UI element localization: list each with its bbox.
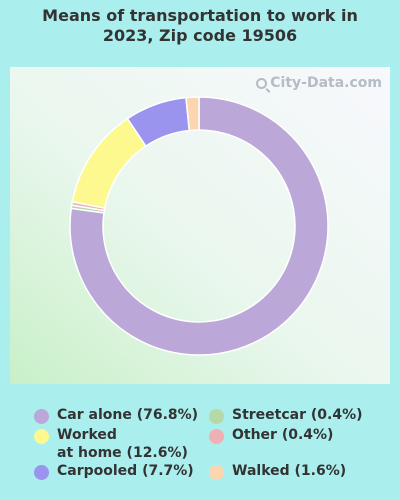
- chart-title-text: Means of transportation to work in 2023,…: [42, 6, 358, 45]
- legend-item-streetcar: Streetcar (0.4%): [209, 406, 363, 424]
- watermark-text: City-Data.com: [270, 75, 382, 91]
- slice-walked: [185, 96, 200, 132]
- legend-swatch: [34, 465, 49, 480]
- legend-label: Worked at home (12.6%): [57, 427, 188, 461]
- legend-swatch: [34, 429, 49, 444]
- legend-swatch: [34, 409, 49, 424]
- legend-item-worked-at-home: Worked at home (12.6%): [34, 426, 188, 462]
- legend-swatch: [209, 409, 224, 424]
- watermark: City-Data.com: [256, 75, 382, 91]
- legend-item-walked: Walked (1.6%): [209, 462, 346, 480]
- legend-item-car-alone: Car alone (76.8%): [34, 406, 198, 424]
- legend-item-carpooled: Carpooled (7.7%): [34, 462, 194, 480]
- legend-swatch: [209, 465, 224, 480]
- legend-label: Other (0.4%): [232, 427, 334, 443]
- legend-label: Carpooled (7.7%): [57, 463, 194, 479]
- legend-label: Streetcar (0.4%): [232, 407, 363, 423]
- legend-label: Walked (1.6%): [232, 463, 347, 479]
- legend-swatch: [209, 429, 224, 444]
- slice-car-alone: [69, 96, 329, 356]
- legend-item-other: Other (0.4%): [209, 426, 333, 444]
- legend: Car alone (76.8%) Worked at home (12.6%)…: [0, 402, 400, 500]
- search-icon: [256, 77, 268, 89]
- legend-label: Car alone (76.8%): [57, 407, 199, 423]
- chart-title: Means of transportation to work in 2023,…: [0, 6, 400, 46]
- slice-worked-at-home: [71, 117, 147, 209]
- donut-chart: [69, 96, 329, 356]
